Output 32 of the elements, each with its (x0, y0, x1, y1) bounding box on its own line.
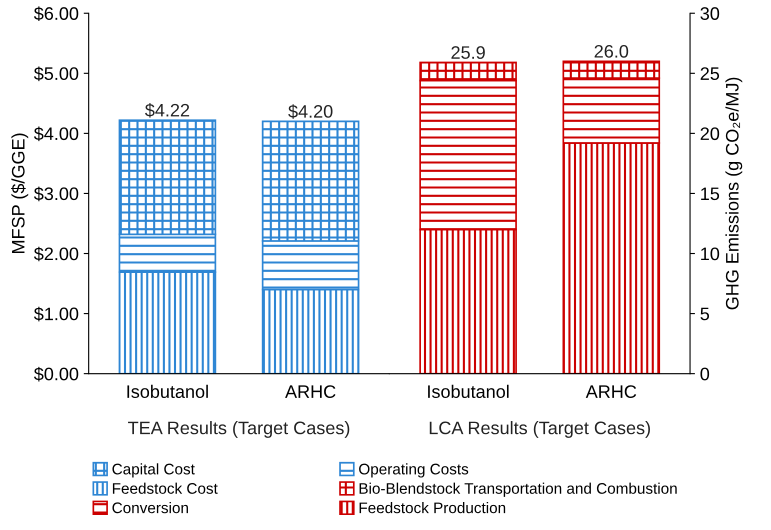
y-tick-label: $5.00 (34, 66, 78, 82)
legend-label: Capital Cost (112, 463, 195, 478)
y-tick-label: $0.00 (34, 366, 78, 382)
y-tick-label: 10 (701, 247, 720, 260)
x-tick-label: ARHC (285, 385, 336, 398)
y-tick-label: 0 (700, 368, 710, 380)
y-tick-label: 5 (700, 308, 710, 320)
legend-label: Conversion (112, 502, 188, 514)
y-axis-title: MFSP ($/GGE) (11, 134, 28, 253)
x-tick-label: Isobutanol (127, 384, 208, 398)
y-tick-label: $4.00 (34, 126, 78, 142)
total-label: $4.20 (288, 104, 332, 119)
x-axis-title: TEA Results (Target Cases) (128, 421, 350, 438)
legend-label: Feedstock Production (360, 502, 506, 514)
total-label: 26.0 (594, 44, 628, 58)
y-tick-label: 20 (700, 127, 720, 140)
y-tick-label: $1.00 (34, 306, 78, 322)
y-tick-label: 25 (700, 67, 720, 80)
y-tick-label: $3.00 (34, 186, 78, 202)
x-axis-title: LCA Results (Target Cases) (430, 421, 650, 438)
legend-label: Operating Costs (359, 463, 468, 478)
total-label: 25.9 (451, 46, 485, 59)
x-tick-label: ARHC (586, 385, 636, 398)
total-label: $4.22 (145, 103, 190, 118)
y-tick-label: 30 (700, 7, 720, 20)
y-tick-label: $2.00 (34, 246, 78, 262)
legend-label: Feedstock Cost (112, 482, 218, 494)
y-tick-label: 15 (701, 188, 720, 200)
y-axis-title: GHG Emissions (g CO₂e/MJ) (725, 78, 742, 310)
x-tick-label: Isobutanol (428, 384, 509, 398)
legend-label: Bio-Blendstock Transportation and Combustion (360, 482, 677, 497)
y-tick-label: $6.00 (34, 6, 78, 22)
